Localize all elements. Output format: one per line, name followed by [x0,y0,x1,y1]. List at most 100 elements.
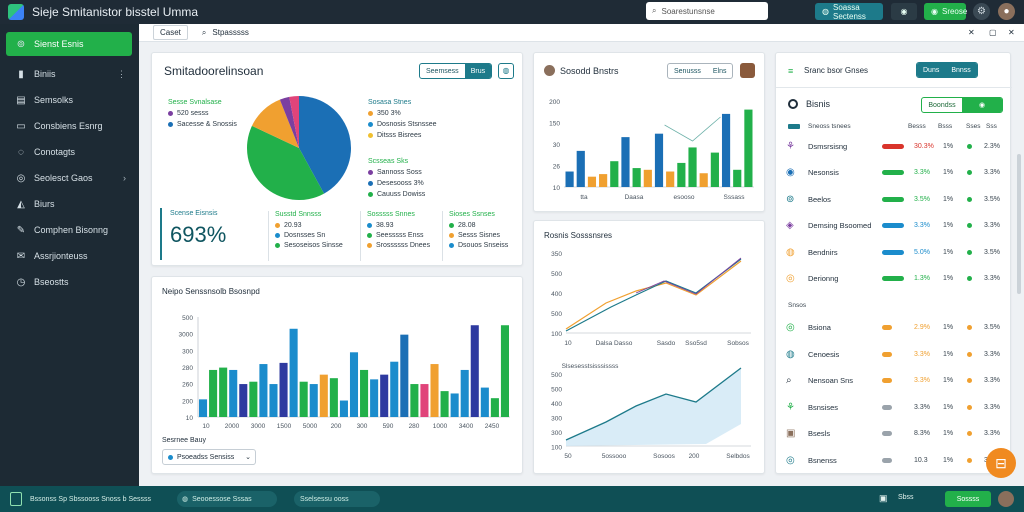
table-row[interactable]: ◉ Nesonsis 3.3% 1% 3.3% [786,164,1002,182]
table-row[interactable]: Snsos [786,296,1002,314]
table-row[interactable]: ▣ Bsesls 8.3% 1% 3.3% [786,425,1002,443]
bar-chart-bottom: 500 3000 300 280 260 200 10 10 2000 3000 1500 5000 2… [179,315,510,430]
table-row[interactable]: ◍ Cenoesis 3.3% 1% 3.3% [786,345,1002,363]
pie-slice-4 [289,96,299,148]
more-icon[interactable]: ⋮ [117,68,126,79]
status-pill-2[interactable]: Sselsessu ooss [294,491,380,507]
bar [289,328,298,417]
x-tick: 2450 [485,423,500,430]
sidebar: ⊚ Sienst Esnis ▮ Biniis ⋮ ▤ Semsolks ▭ Consbi… [0,24,139,486]
filter-select[interactable]: Psoeadss Sensiss ⌄ [162,449,256,465]
table-row[interactable]: ⊚ Beelos 3.5% 1% 3.5% [786,190,1002,208]
x-tick: 10 [202,423,210,430]
kpi-box: Scense Eisnsis 693% [160,208,246,260]
status-pill-1[interactable]: ◍ Seooessose Sssas [177,491,277,507]
seg-option-1[interactable]: Seemsess [426,67,459,75]
seg-option-2[interactable]: Elns [712,67,727,75]
table-row[interactable]: ⚘ Bsnsises 3.3% 1% 3.3% [786,398,1002,416]
table-row[interactable]: ◍ Bendnirs 5.0% 1% 3.5% [786,243,1002,261]
bar [632,168,641,187]
fab-button[interactable]: ⊟ [986,448,1016,478]
sidebar-item-2[interactable]: ▤ Semsolks [6,88,132,112]
pie-card-segmented[interactable]: Seemsess Brus [419,63,493,79]
avatar[interactable] [998,491,1014,507]
row-status-bar [882,223,904,228]
table-row[interactable]: ⌕ Nensoan Sns 3.3% 1% 3.3% [786,372,1002,390]
pie-slice-1 [247,125,325,201]
tab-2[interactable]: Stpasssss [212,28,249,37]
seg-option-1[interactable]: Senusss [674,67,701,75]
primary-action-button[interactable]: ◉ Sreose [924,3,967,20]
menu-icon[interactable]: ≡ [788,66,794,76]
table-row[interactable]: ⚘ Dsmsrsisng 30.3% 1% 2.3% [786,137,1002,155]
bar-top-segmented[interactable]: Senusss Elns [667,63,734,79]
y-tick: 300 [182,348,193,355]
pie-slice-2 [251,99,299,148]
row-status-dot [967,378,972,383]
y-tick: 10 [186,415,194,422]
row-value: 3.5% [914,195,930,203]
sidebar-item-3[interactable]: ▭ Consbiens Esnrg [6,114,132,138]
mini-stat-title: Susstd Snnsss [275,211,322,218]
window-icon[interactable]: ▢ [989,28,997,37]
row-percent: 3.5% [984,324,1000,331]
avatar[interactable]: ● [998,3,1015,20]
mini-stat: Susstd Snnsss 20.93 Dosnsses Sn Sesoseisos … [268,211,348,261]
header-cell: Sss [986,123,997,130]
bar [349,352,359,417]
row-name: Bsesls [808,429,831,438]
series-line-purple [635,257,742,295]
row-value: 3.3% [914,222,930,229]
sidebar-item-home[interactable]: ⊚ Sienst Esnis [6,32,132,56]
toolbar-action-button[interactable]: ◍ Soassa Sectenss [815,3,883,21]
right-segmented[interactable]: Duns Bnnss [916,62,978,78]
toggle-button[interactable]: ◉ [891,3,917,20]
status-text: Bssonss Sp Sbssooss Snoss b Sessss [30,495,151,503]
close-icon[interactable]: ✕ [968,28,975,37]
table-row[interactable]: ◎ Bsiona 2.9% 1% 3.5% [786,319,1002,337]
seg-option-2[interactable]: Bnnss [945,63,977,77]
scrollbar[interactable] [1017,154,1021,294]
x-tick: 1000 [433,423,448,430]
sidebar-item-6[interactable]: ◭ Biurs [6,192,132,216]
row-icon: ⚘ [786,140,795,152]
table-row[interactable]: ◎ Derionng 1.3% 1% 3.3% [786,270,1002,288]
refresh-icon[interactable]: ◍ [498,63,514,79]
image-icon[interactable] [740,63,755,78]
series-line-teal [565,258,742,332]
right-action-button[interactable]: Boondss ◉ [921,97,1003,113]
top-bar: Sieje Smitanistor bisstel Umma ⌕ Soarest… [0,0,1024,24]
sidebar-item-9[interactable]: ◷ Bseostts [6,270,132,294]
bar [710,152,719,187]
close-window-icon[interactable]: ✕ [1008,28,1015,37]
sidebar-item-7[interactable]: ✎ Comphen Bisonng [6,218,132,242]
y-tick: 350 [551,251,562,258]
sidebar-item-4[interactable]: ◌ Conotagts [6,140,132,164]
bar [299,381,308,417]
settings-icon[interactable]: ⚙ [973,3,990,20]
pie-chart [247,96,352,201]
sidebar-item-5[interactable]: ◎ Seolesct Gaos › [6,166,132,190]
mini-stat-line: 28.08 [449,222,476,229]
sidebar-item-8[interactable]: ✉ Assrjionteuss [6,244,132,268]
seg-option-1[interactable]: Duns [917,63,946,77]
status-right-button[interactable]: Sossss [945,491,991,507]
header-cell: Sses [966,123,981,130]
row-status-bar [882,325,892,330]
header-cell: Bsss [938,123,953,130]
search-input[interactable]: ⌕ Soarestunsnse [646,2,768,20]
sidebar-item-1[interactable]: ▮ Biniis ⋮ [6,62,132,86]
table-row[interactable]: ◈ Demsing Bsoomed 3.3% 1% 3.3% [786,217,1002,235]
bar [390,361,399,417]
image-icon[interactable]: ▣ [879,493,888,503]
seg-option-2[interactable]: Brus [464,64,492,78]
chevron-right-icon[interactable]: › [123,173,126,183]
mini-stat-title: Sosssss Snnes [367,211,415,218]
bar [733,169,742,187]
y-tick: 26 [553,164,561,171]
tab-1[interactable]: Caset [153,25,188,40]
row-percent: 3.5% [984,248,1000,256]
bar [565,171,574,187]
row-change: 1% [943,142,954,150]
